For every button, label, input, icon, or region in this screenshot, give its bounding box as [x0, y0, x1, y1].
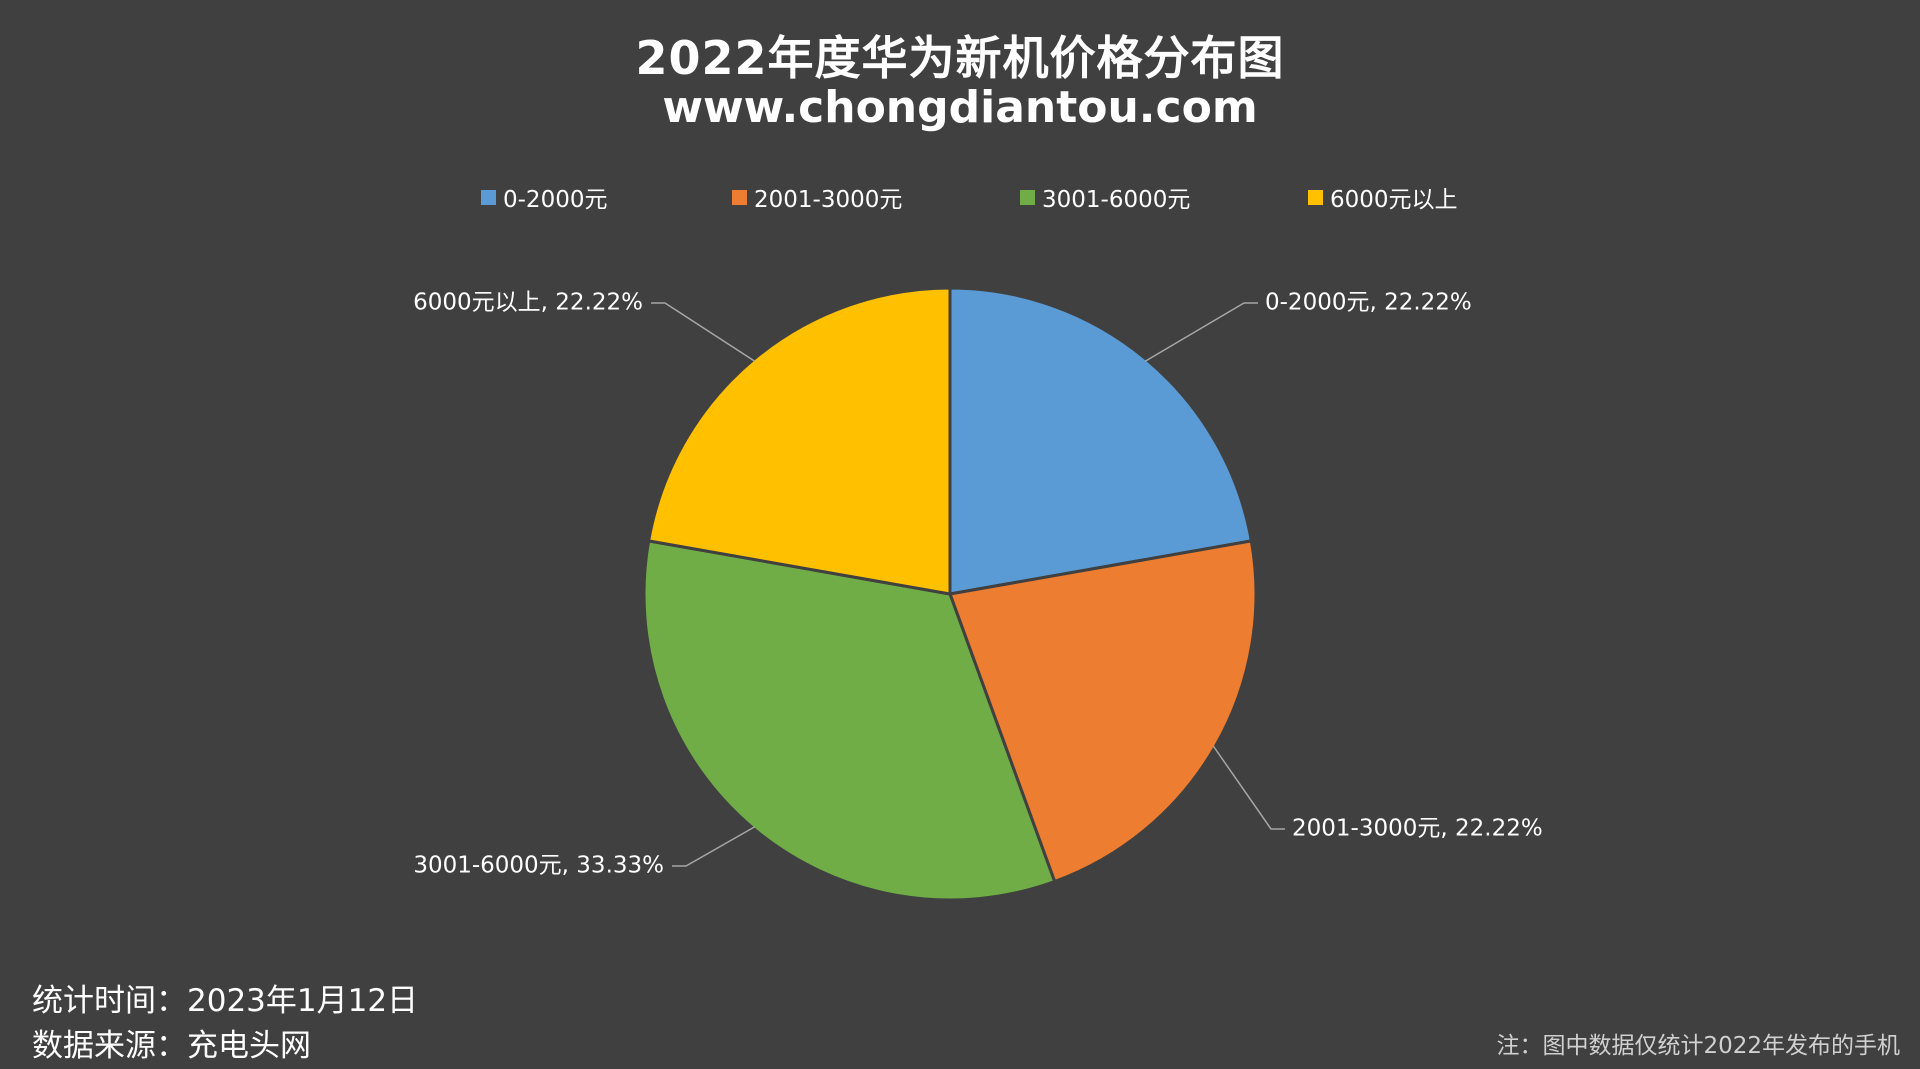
- leader-line-3001-6000: [672, 826, 755, 867]
- pie-label-6000-plus: 6000元以上, 22.22%: [413, 290, 643, 316]
- legend-label: 2001-3000元: [754, 187, 903, 213]
- footnote: 注：图中数据仅统计2022年发布的手机: [1496, 1033, 1900, 1059]
- pie-label-2001-3000: 2001-3000元, 22.22%: [1292, 816, 1543, 842]
- legend-swatch-orange: [732, 189, 747, 205]
- legend-label: 3001-6000元: [1042, 187, 1191, 213]
- legend-label: 6000元以上: [1330, 187, 1458, 213]
- legend-label: 0-2000元: [503, 187, 608, 213]
- legend-item-3001-6000: 3001-6000元: [1020, 183, 1191, 213]
- chart-title: 2022年度华为新机价格分布图: [635, 31, 1285, 85]
- chart-subtitle: www.chongdiantou.com: [662, 82, 1258, 133]
- legend-item-6000-plus: 6000元以上: [1308, 183, 1458, 213]
- legend-swatch-yellow: [1308, 189, 1323, 205]
- pie-slice-2001-3000: [947, 539, 1258, 884]
- pie-label-3001-6000: 3001-6000元, 33.33%: [413, 853, 664, 879]
- pie-slice-6000-plus: [646, 286, 952, 596]
- legend-item-0-2000: 0-2000元: [481, 183, 608, 213]
- pie-label-0-2000: 0-2000元, 22.22%: [1265, 290, 1472, 316]
- legend-item-2001-3000: 2001-3000元: [732, 183, 903, 213]
- data-source: 数据来源：充电头网: [32, 1028, 311, 1064]
- leader-line-2001-3000: [1212, 745, 1285, 830]
- legend-swatch-green: [1020, 189, 1035, 205]
- stat-time: 统计时间：2023年1月12日: [32, 983, 419, 1019]
- leader-line-0-2000: [1145, 302, 1258, 362]
- leader-line-6000-plus: [651, 302, 756, 362]
- legend-swatch-blue: [481, 189, 496, 205]
